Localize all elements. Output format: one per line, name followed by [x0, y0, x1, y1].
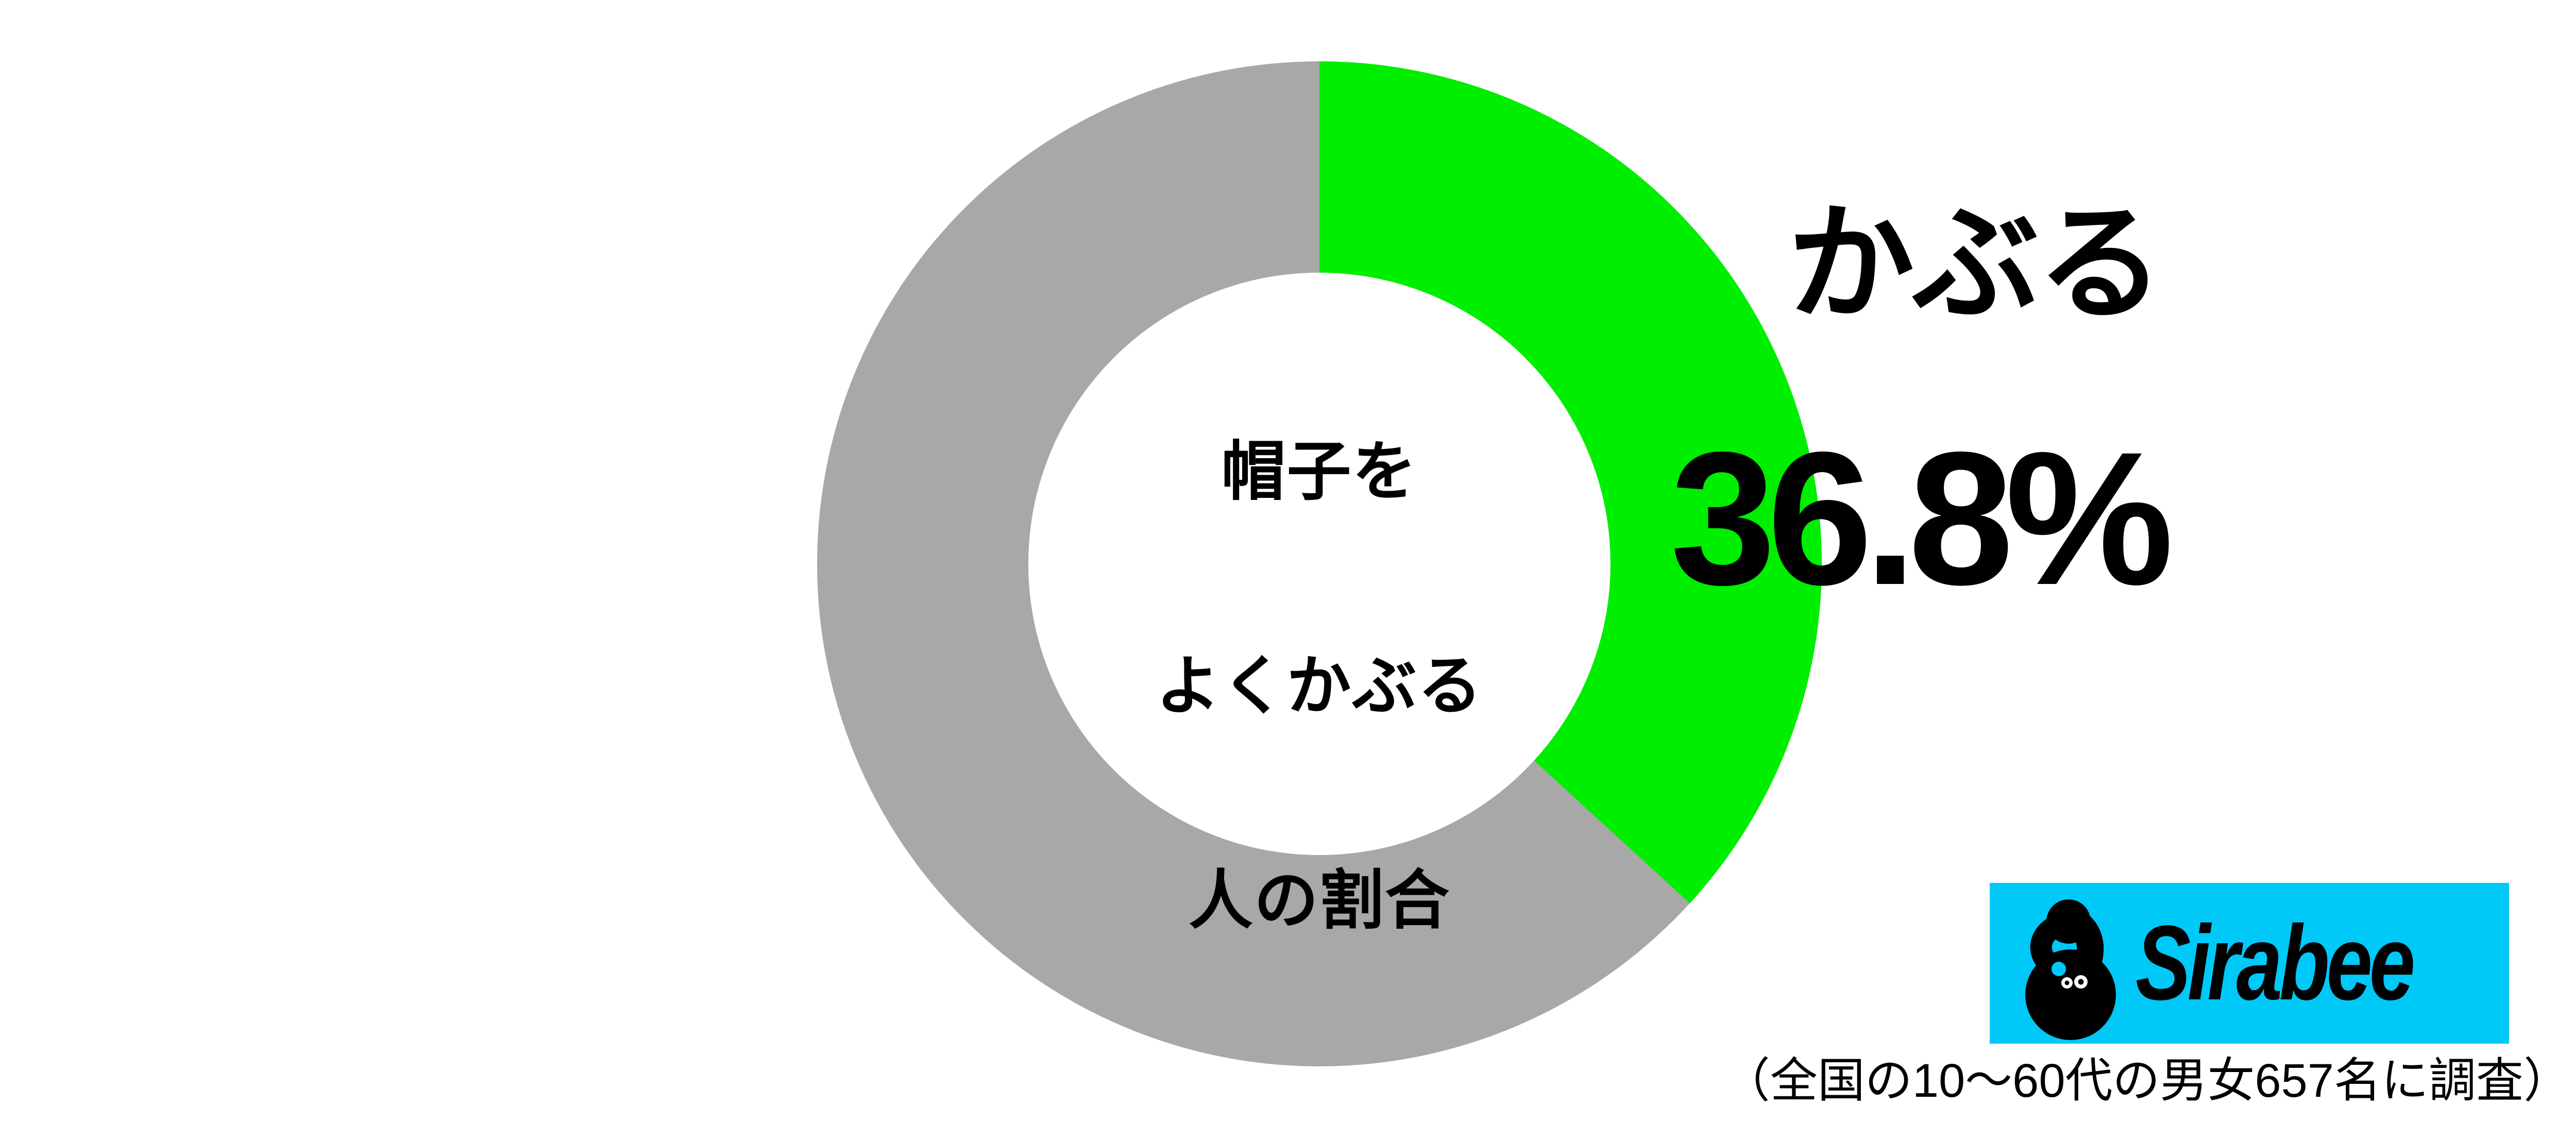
highlight-slice-label: かぶる	[1788, 193, 2164, 335]
mascot-eye-right-pupil	[2078, 979, 2084, 985]
sirabee-logo-text: Sirabee	[2136, 904, 2415, 1022]
donut-center-title: 帽子を よくかぶる 人の割合	[1062, 419, 1577, 955]
center-title-line2: よくかぶる	[1156, 650, 1483, 722]
mascot-head	[2046, 899, 2091, 944]
donut-rings	[817, 61, 1822, 1066]
sirabee-bee-mascot-icon	[2025, 899, 2116, 1040]
center-title-line1: 帽子を	[1221, 436, 1418, 508]
mascot-body	[2025, 949, 2116, 1040]
survey-footnote: （全国の10〜60代の男女657名に調査）	[1722, 1055, 2571, 1107]
sirabee-logo: Sirabee	[1990, 883, 2509, 1044]
mascot-notch	[2052, 962, 2066, 976]
donut-slice-highlight	[817, 61, 1822, 1066]
mascot-eye-left-pupil	[2064, 980, 2070, 985]
center-title-line3: 人の割合	[1189, 865, 1450, 936]
highlight-slice-value: 36.8%	[1670, 412, 2174, 624]
